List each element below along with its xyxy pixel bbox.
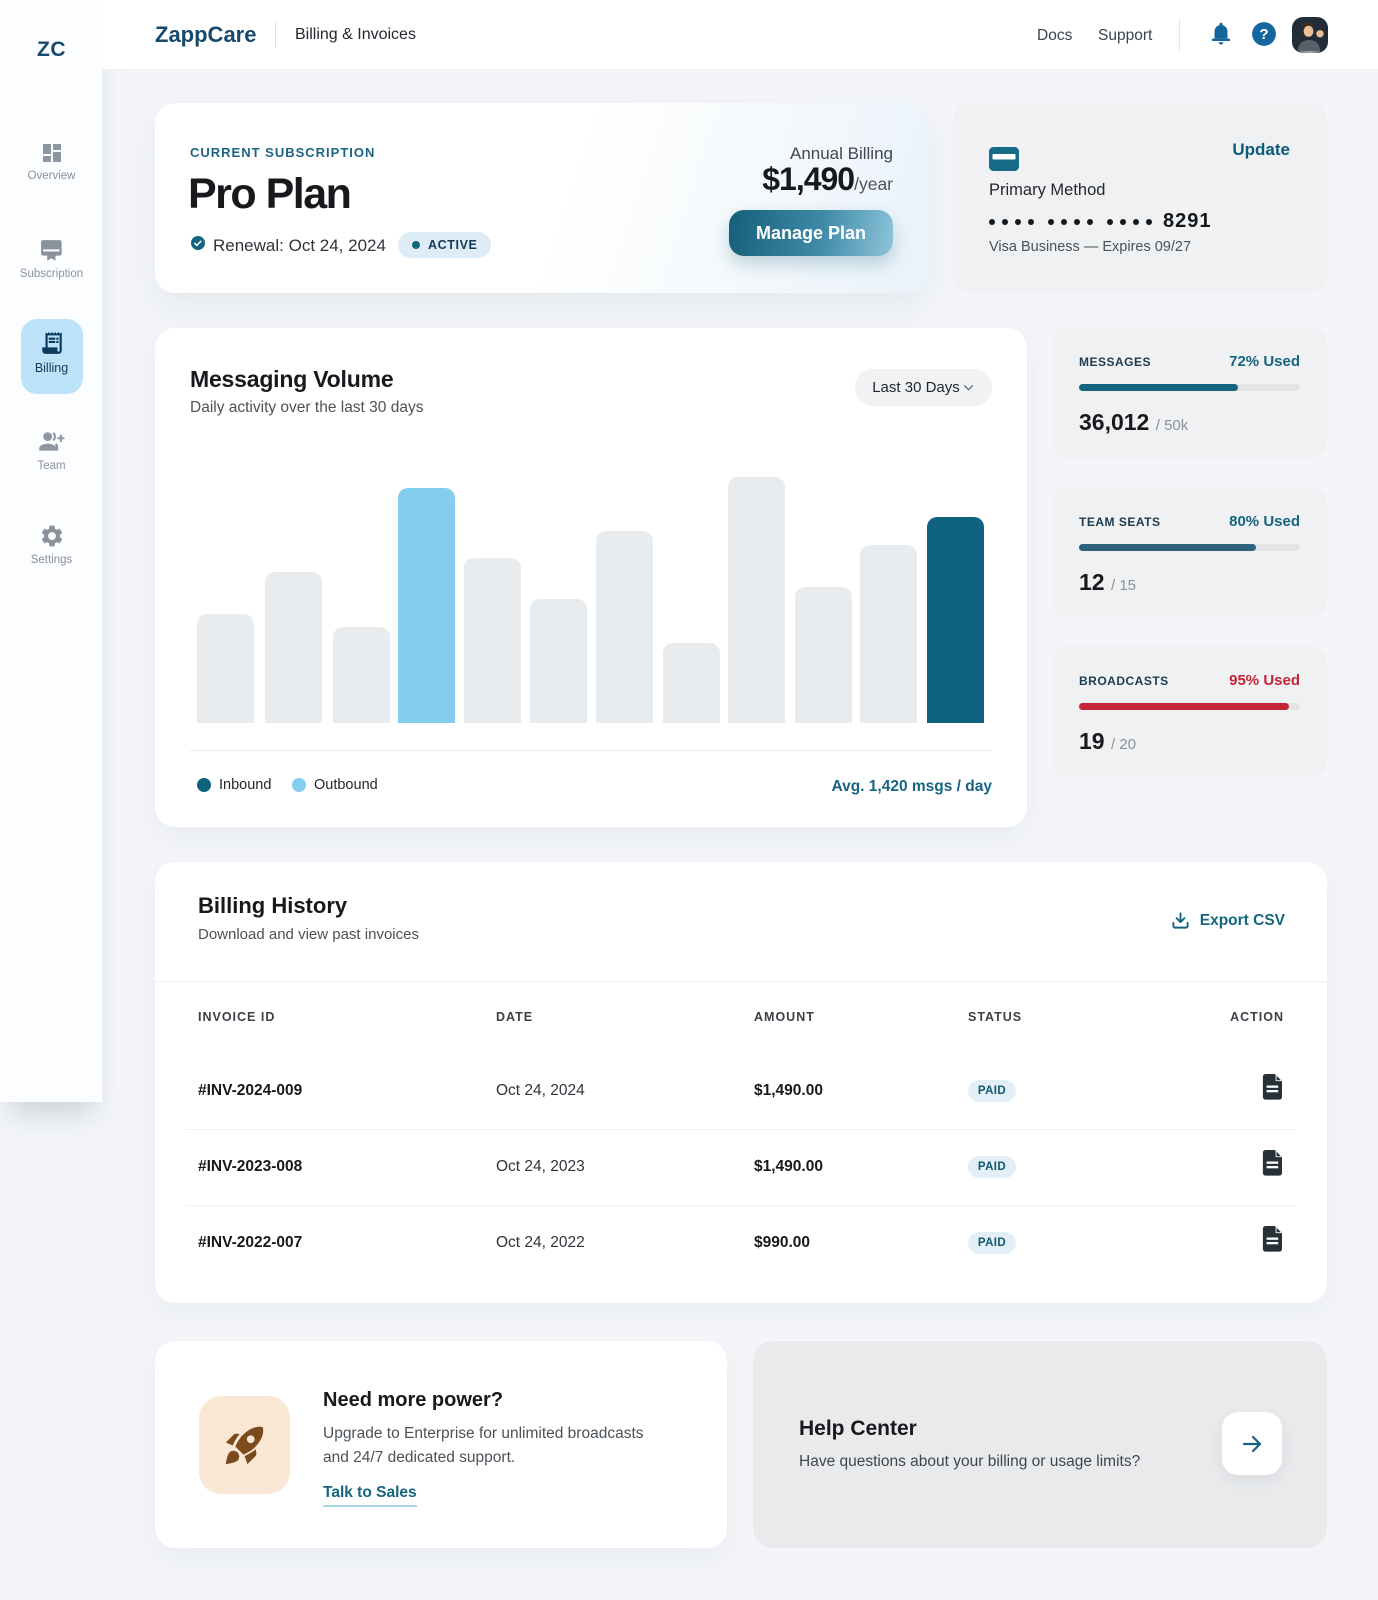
svg-text:?: ? [1259, 26, 1268, 43]
